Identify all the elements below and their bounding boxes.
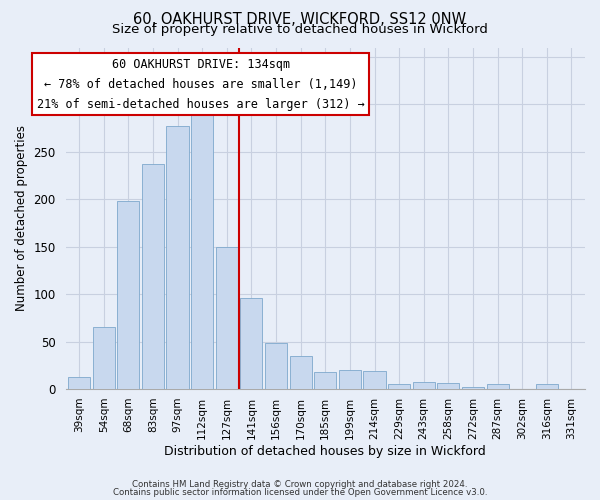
Bar <box>339 370 361 389</box>
Bar <box>413 382 435 389</box>
Bar <box>364 371 386 389</box>
Bar <box>314 372 337 389</box>
Text: 60, OAKHURST DRIVE, WICKFORD, SS12 0NW: 60, OAKHURST DRIVE, WICKFORD, SS12 0NW <box>133 12 467 28</box>
Y-axis label: Number of detached properties: Number of detached properties <box>15 126 28 312</box>
Text: Contains HM Land Registry data © Crown copyright and database right 2024.: Contains HM Land Registry data © Crown c… <box>132 480 468 489</box>
Bar <box>216 247 238 389</box>
Bar <box>92 328 115 389</box>
Bar <box>290 356 312 389</box>
Text: 60 OAKHURST DRIVE: 134sqm
← 78% of detached houses are smaller (1,149)
21% of se: 60 OAKHURST DRIVE: 134sqm ← 78% of detac… <box>37 58 364 111</box>
Bar <box>437 382 460 389</box>
Bar <box>68 377 90 389</box>
Bar <box>487 384 509 389</box>
X-axis label: Distribution of detached houses by size in Wickford: Distribution of detached houses by size … <box>164 444 486 458</box>
Bar <box>142 164 164 389</box>
Bar <box>191 115 213 389</box>
Bar <box>166 126 188 389</box>
Bar <box>536 384 558 389</box>
Bar <box>265 342 287 389</box>
Text: Size of property relative to detached houses in Wickford: Size of property relative to detached ho… <box>112 22 488 36</box>
Bar <box>462 388 484 389</box>
Text: Contains public sector information licensed under the Open Government Licence v3: Contains public sector information licen… <box>113 488 487 497</box>
Bar <box>117 202 139 389</box>
Bar <box>241 298 262 389</box>
Bar <box>388 384 410 389</box>
